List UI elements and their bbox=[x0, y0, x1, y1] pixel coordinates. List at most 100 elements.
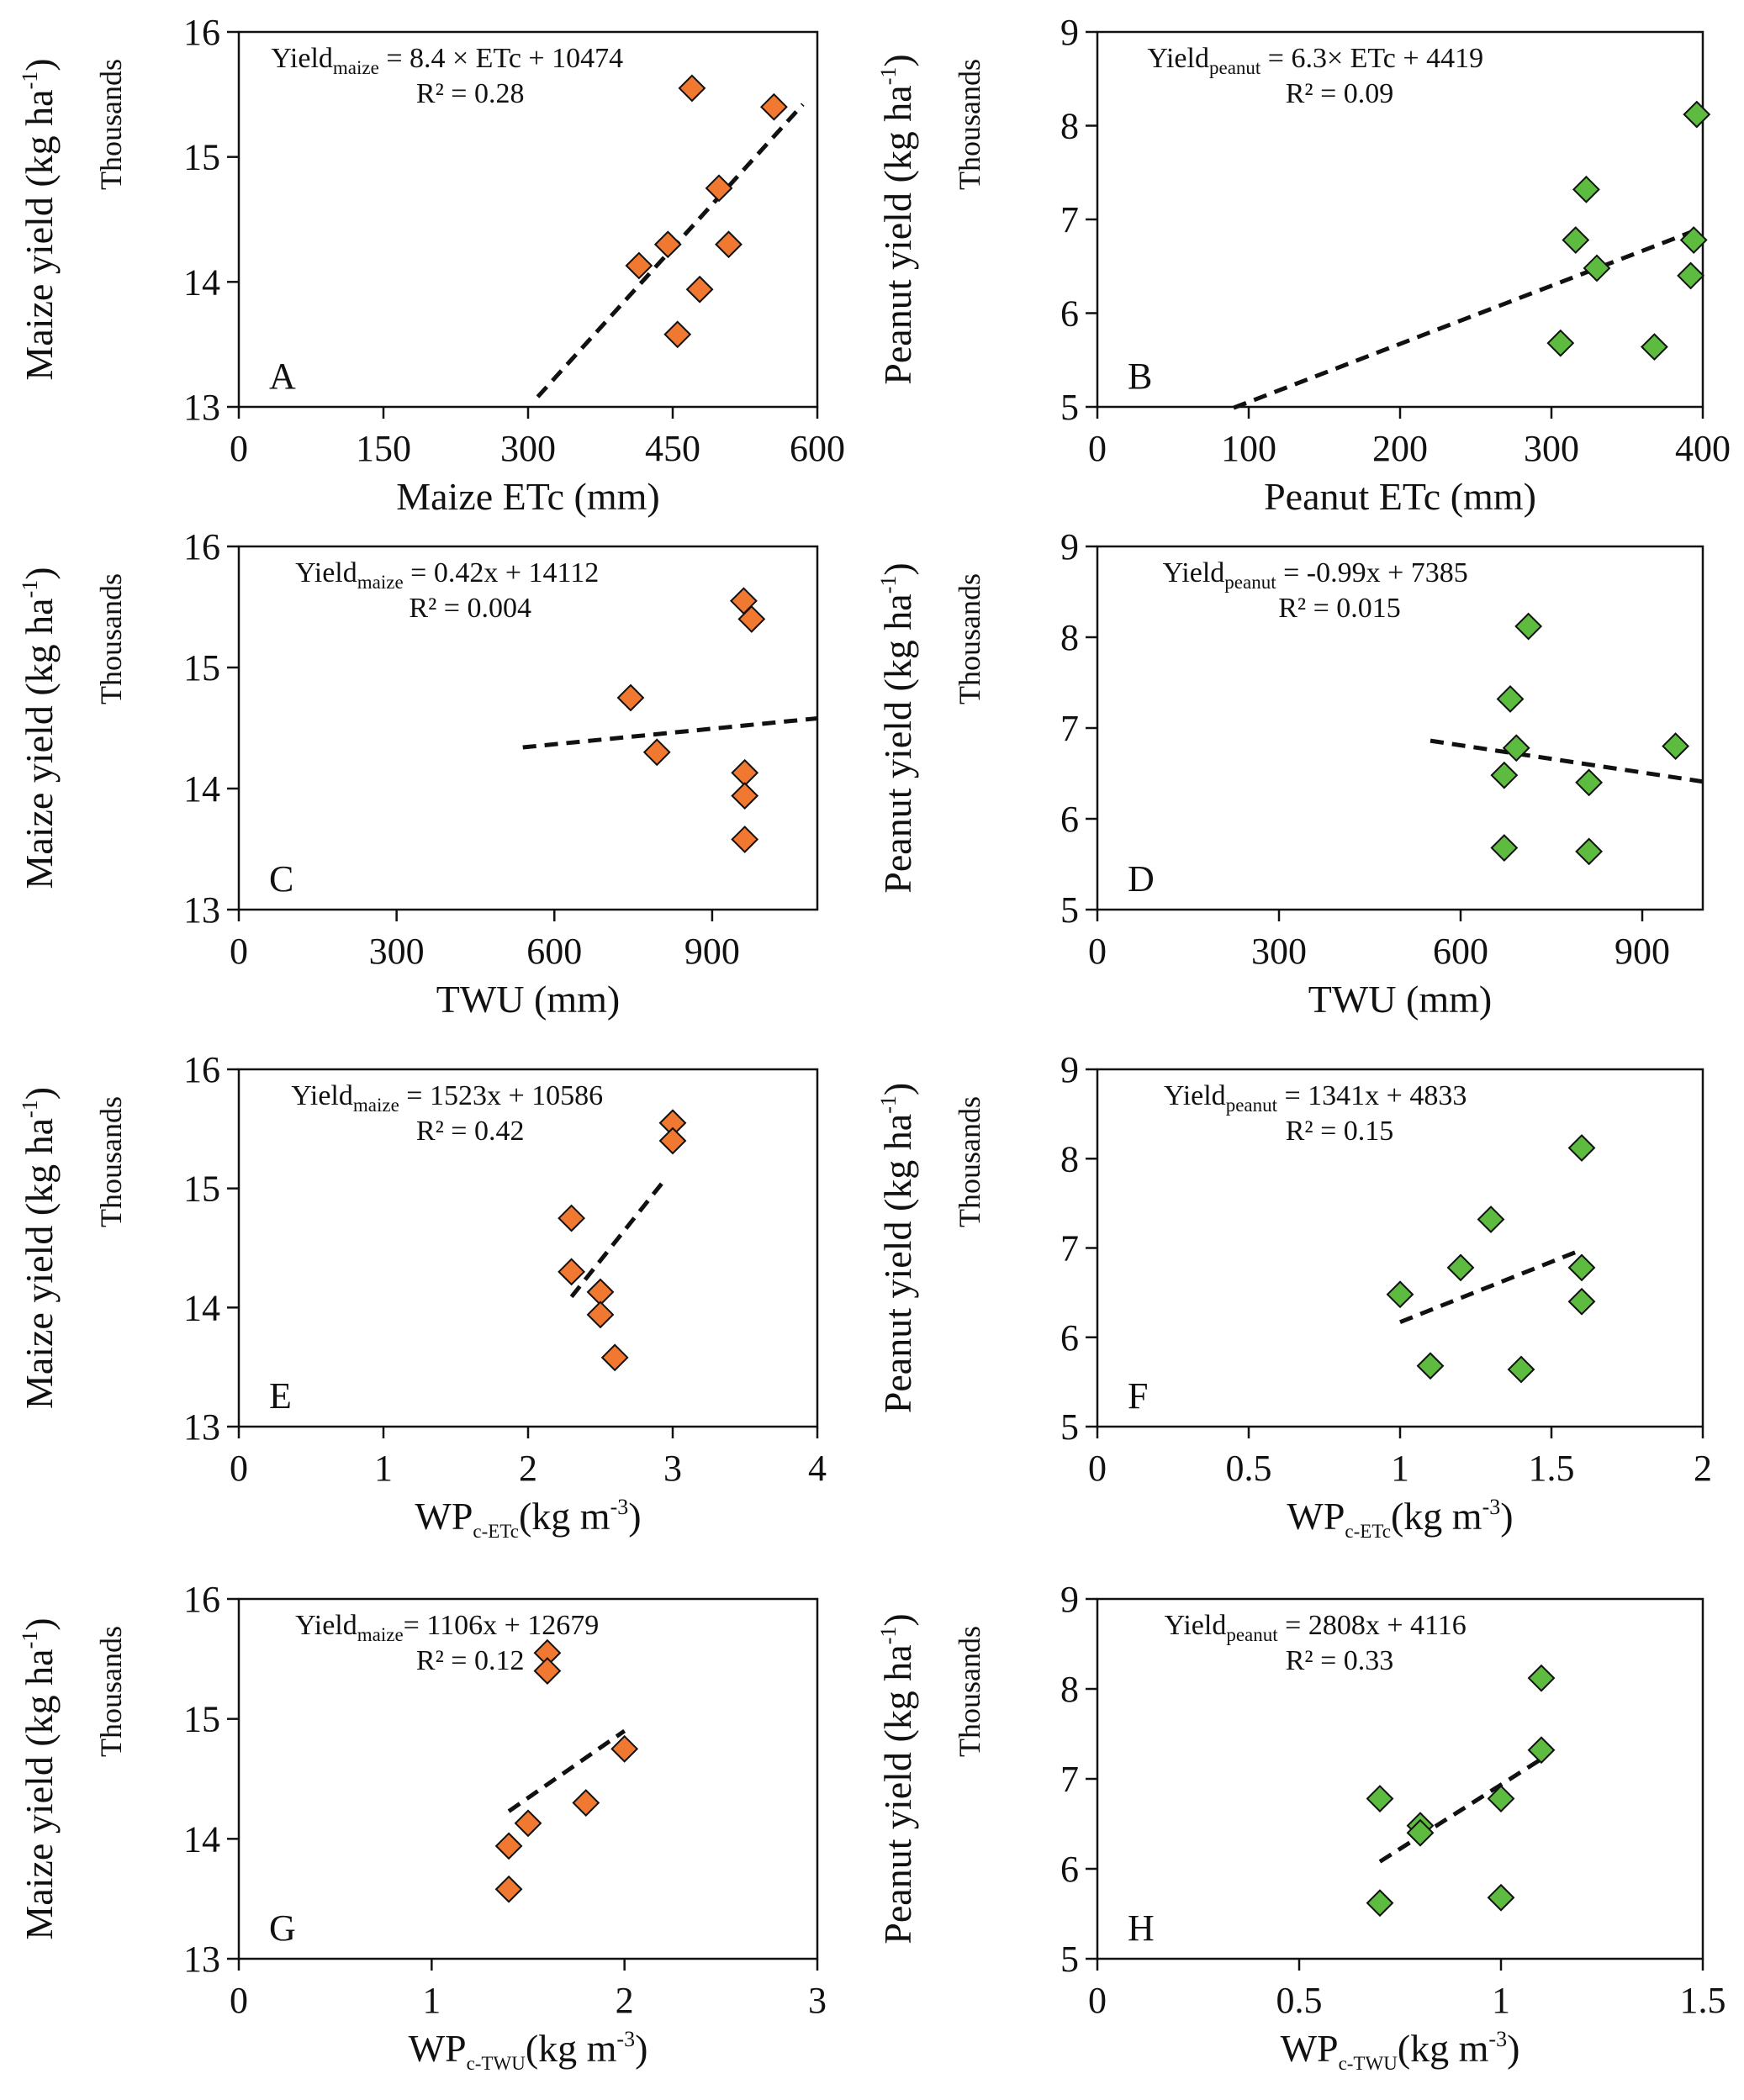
thousands-label: Thousands bbox=[953, 573, 986, 704]
data-point bbox=[731, 758, 759, 787]
thousands-label: Thousands bbox=[953, 59, 986, 190]
y-tick-label: 15 bbox=[183, 1699, 220, 1740]
y-tick-label: 7 bbox=[1060, 1759, 1079, 1800]
plot-frame bbox=[1096, 1597, 1704, 1960]
regression-equation: Yieldpeanut = -0.99x + 7385 bbox=[1163, 557, 1468, 593]
y-tick-label: 13 bbox=[183, 1406, 220, 1448]
y-tick-label: 7 bbox=[1060, 708, 1079, 749]
regression-equation: Yieldmaize = 0.42x + 14112 bbox=[295, 557, 599, 593]
x-tick-label: 0 bbox=[230, 428, 248, 469]
equation-body: = 8.4 × ETc + 10474 bbox=[379, 43, 623, 74]
x-tick-label: 2 bbox=[616, 1980, 634, 2021]
x-tick-label: 0 bbox=[1088, 1448, 1107, 1489]
y-tick-label: 9 bbox=[1060, 1579, 1079, 1620]
y-tick-label: 16 bbox=[183, 1049, 220, 1090]
panel-label: F bbox=[1128, 1375, 1148, 1417]
x-tick-label: 600 bbox=[1433, 931, 1488, 972]
regression-equation: Yieldmaize = 8.4 × ETc + 10474 bbox=[271, 43, 623, 78]
x-axis-label: Maize ETc (mm) bbox=[396, 475, 660, 518]
r-squared: R² = 0.15 bbox=[1286, 1116, 1394, 1147]
data-point bbox=[558, 1258, 586, 1286]
equation-prefix: Yield bbox=[1164, 1080, 1226, 1111]
data-point bbox=[715, 230, 743, 259]
x-tick-label: 3 bbox=[663, 1448, 682, 1489]
y-tick-label: 15 bbox=[183, 1169, 220, 1210]
data-point bbox=[1567, 1253, 1596, 1282]
data-point bbox=[1477, 1206, 1505, 1233]
equation-subscript: peanut bbox=[1226, 1095, 1278, 1116]
x-axis-label-unit: (kg m bbox=[1391, 1495, 1482, 1538]
x-axis-label-sub: c-TWU bbox=[1339, 2053, 1398, 2074]
y-tick-label: 7 bbox=[1060, 199, 1079, 240]
y-tick-label: 14 bbox=[183, 768, 220, 810]
y-axis-label: Peanut yield (kg ha-1) bbox=[876, 562, 919, 893]
data-point bbox=[586, 1301, 615, 1329]
x-tick-label: 300 bbox=[1251, 931, 1307, 972]
y-tick-label: 16 bbox=[183, 12, 220, 53]
thousands-label: Thousands bbox=[94, 1096, 128, 1227]
x-tick-label: 0.5 bbox=[1226, 1448, 1272, 1489]
data-point bbox=[1567, 1134, 1596, 1162]
equation-prefix: Yield bbox=[1165, 1610, 1227, 1641]
x-tick-label: 1 bbox=[374, 1448, 393, 1489]
x-axis-label-main: TWU (mm) bbox=[1308, 978, 1492, 1021]
data-point bbox=[1562, 226, 1590, 254]
data-point bbox=[663, 320, 692, 349]
r-squared: R² = 0.004 bbox=[409, 593, 531, 624]
regression-equation: Yieldmaize= 1106x + 12679 bbox=[295, 1610, 599, 1645]
x-axis-label-main: WP bbox=[1287, 1495, 1345, 1538]
x-tick-label: 100 bbox=[1221, 428, 1276, 469]
equation-body: = 0.42x + 14112 bbox=[404, 557, 600, 588]
data-point bbox=[1406, 1818, 1435, 1847]
x-tick-label: 900 bbox=[1615, 931, 1670, 972]
regression-equation: Yieldmaize = 1523x + 10586 bbox=[291, 1080, 603, 1116]
trendline bbox=[507, 1728, 626, 1813]
x-tick-label: 300 bbox=[1524, 428, 1579, 469]
x-tick-label: 150 bbox=[356, 428, 411, 469]
x-axis-label-sub: c-TWU bbox=[467, 2053, 526, 2074]
y-axis-label-sup: -1 bbox=[18, 1631, 42, 1649]
y-axis-label-main: Peanut yield (kg ha bbox=[876, 1114, 919, 1413]
data-point bbox=[1416, 1352, 1445, 1380]
x-axis-label: TWU (mm) bbox=[436, 978, 620, 1021]
y-axis-label-end: ) bbox=[18, 1617, 61, 1630]
equation-body: = -0.99x + 7385 bbox=[1276, 557, 1468, 588]
data-point bbox=[533, 1657, 562, 1686]
panel-label: D bbox=[1128, 858, 1155, 900]
x-tick-label: 1.5 bbox=[1680, 1980, 1726, 2021]
panel-label: G bbox=[269, 1907, 296, 1949]
x-axis-label-sup: -3 bbox=[610, 1495, 629, 1519]
equation-prefix: Yield bbox=[291, 1080, 353, 1111]
data-point bbox=[572, 1789, 600, 1817]
data-point bbox=[658, 1127, 687, 1155]
x-axis-label: WPc-TWU(kg m-3) bbox=[409, 2027, 648, 2074]
data-point bbox=[1490, 834, 1519, 862]
equation-body: = 6.3× ETc + 4419 bbox=[1260, 43, 1483, 74]
thousands-label: Thousands bbox=[953, 1096, 986, 1227]
y-axis-label: Maize yield (kg ha-1) bbox=[18, 1617, 61, 1939]
r-squared: R² = 0.09 bbox=[1286, 78, 1394, 109]
data-point bbox=[1567, 1287, 1596, 1316]
equation-prefix: Yield bbox=[1163, 557, 1225, 588]
x-tick-label: 600 bbox=[526, 931, 582, 972]
y-axis-label-end: ) bbox=[18, 1087, 61, 1100]
data-point bbox=[759, 92, 788, 121]
y-tick-label: 14 bbox=[183, 261, 220, 303]
equation-prefix: Yield bbox=[1147, 43, 1209, 74]
y-axis-label-sup: -1 bbox=[876, 1627, 901, 1645]
panel-label: C bbox=[269, 858, 293, 900]
x-axis-label-sup: -3 bbox=[1488, 2027, 1507, 2051]
equation-prefix: Yield bbox=[271, 43, 333, 74]
x-axis-label-end: ) bbox=[1500, 1495, 1513, 1538]
regression-equation: Yieldpeanut = 6.3× ETc + 4419 bbox=[1147, 43, 1483, 78]
data-point bbox=[1677, 261, 1705, 290]
data-point bbox=[1502, 734, 1530, 762]
thousands-label: Thousands bbox=[94, 59, 128, 190]
equation-body: = 2808x + 4116 bbox=[1278, 1610, 1467, 1641]
y-axis-label-end: ) bbox=[876, 54, 919, 66]
data-point bbox=[1514, 612, 1543, 641]
y-tick-label: 16 bbox=[183, 1579, 220, 1620]
